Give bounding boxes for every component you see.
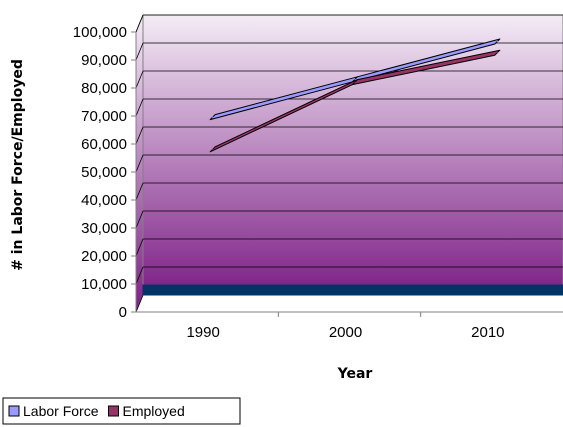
series-employed — [209, 49, 501, 153]
y-tick-label: 20,000 — [81, 248, 127, 265]
y-tick-label: 0 — [119, 304, 127, 321]
legend-swatch — [107, 405, 119, 417]
x-tick-label: 2000 — [329, 324, 362, 341]
gridline-side — [135, 238, 144, 257]
legend-label: Labor Force — [23, 403, 99, 419]
gridline-side — [135, 70, 144, 89]
data-point — [496, 52, 498, 54]
y-tick-label: 100,000 — [73, 24, 127, 41]
gridline-side — [135, 266, 144, 285]
gridline-side — [135, 42, 144, 61]
gridline-side — [135, 294, 144, 313]
y-tick-label: 60,000 — [81, 136, 127, 153]
data-point — [496, 40, 498, 43]
x-axis: 1990 2000 2010 — [186, 312, 505, 341]
gridline-side — [135, 154, 144, 173]
gridlines — [135, 14, 563, 313]
y-axis: 0 10,000 20,000 30,000 40,000 50,000 60,000 70,… — [73, 24, 136, 321]
y-tick-label: 50,000 — [81, 164, 127, 181]
gridline-side — [135, 14, 144, 33]
gridline-side — [135, 210, 144, 229]
y-tick-label: 90,000 — [81, 52, 127, 69]
legend: Labor Force Employed — [2, 397, 241, 425]
y-tick-label: 10,000 — [81, 276, 127, 293]
gridline-side — [135, 126, 144, 145]
legend-box — [2, 397, 241, 425]
series-layer — [209, 38, 501, 153]
y-tick-label: 30,000 — [81, 220, 127, 237]
gridline-side — [135, 98, 144, 117]
data-point — [354, 81, 356, 83]
y-axis-title: # in Labor Force/Employed — [10, 59, 26, 271]
x-axis-title: Year — [337, 366, 373, 382]
data-point — [212, 116, 214, 118]
y-tick-label: 80,000 — [81, 80, 127, 97]
plot-floor — [142, 284, 563, 296]
series-segment — [352, 49, 501, 86]
data-point — [212, 148, 214, 150]
legend-label: Employed — [122, 403, 184, 419]
y-tick-label: 40,000 — [81, 192, 127, 209]
series-segment — [352, 38, 501, 83]
y-tick-label: 70,000 — [81, 108, 127, 125]
series-labor-force — [209, 38, 501, 121]
gridline-side — [135, 182, 144, 201]
x-tick-label: 2010 — [471, 324, 504, 341]
x-tick-label: 1990 — [186, 324, 219, 341]
legend-swatch — [8, 405, 20, 417]
data-point — [354, 78, 356, 80]
